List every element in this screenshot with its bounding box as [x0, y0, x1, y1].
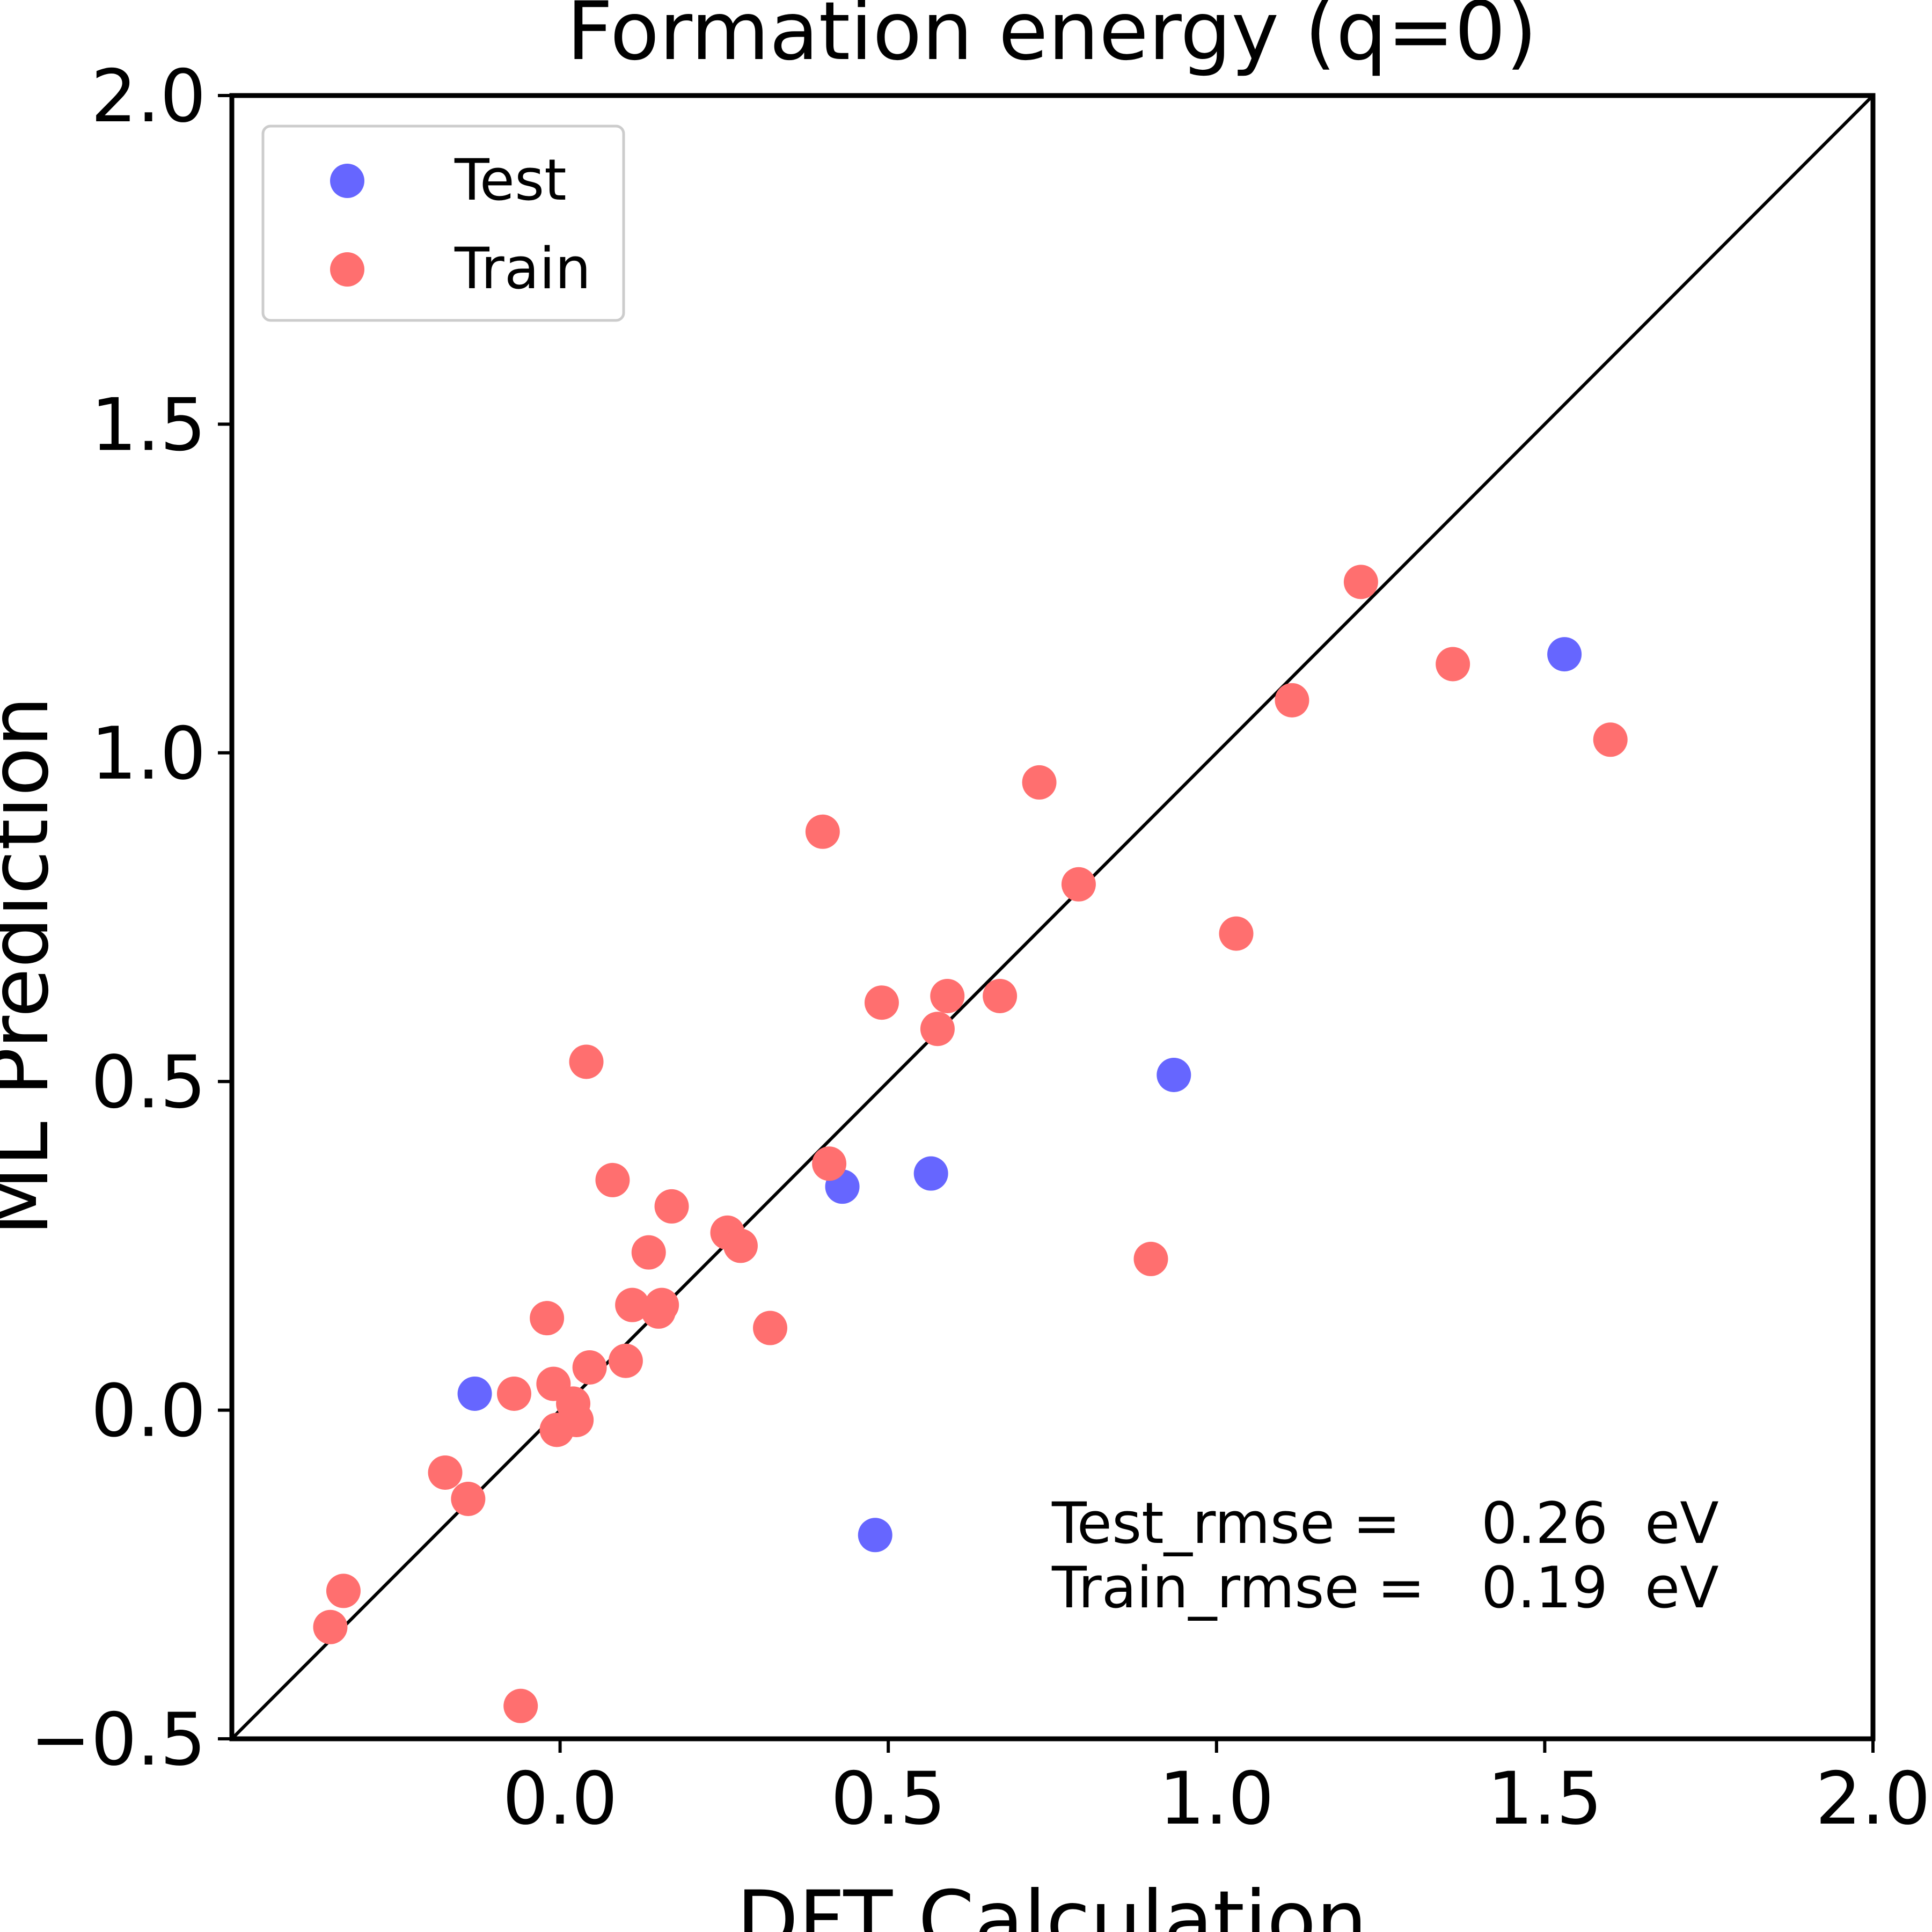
- data-point-test-4: [1157, 1057, 1191, 1092]
- data-point-train-36: [1593, 722, 1628, 757]
- data-point-train-34: [1343, 565, 1378, 599]
- legend-marker-test: [330, 164, 364, 198]
- rmse-annotation: Test_rmse = 0.26 eV Train_rmse = 0.19 eV: [1051, 1490, 1719, 1621]
- plot-area: [230, 94, 1875, 1740]
- x-tick-label: 2.0: [1816, 1757, 1931, 1841]
- legend-label-train: Train: [454, 236, 591, 302]
- test-rmse-label: Test_rmse =: [1051, 1490, 1401, 1556]
- y-tick-label: 1.5: [91, 383, 206, 467]
- data-point-test-3: [913, 1156, 948, 1191]
- chart-title: Formation energy (q=0): [567, 0, 1538, 78]
- data-point-train-18: [645, 1287, 679, 1322]
- y-tick-label: 0.0: [91, 1369, 206, 1453]
- data-point-train-5: [503, 1688, 538, 1723]
- data-point-train-23: [805, 814, 840, 849]
- data-point-train-28: [983, 978, 1018, 1013]
- data-point-train-35: [1436, 647, 1470, 682]
- y-tick-label: 2.0: [91, 54, 206, 138]
- data-point-train-32: [1219, 916, 1254, 951]
- data-point-train-3: [451, 1481, 486, 1516]
- y-tick-label: 1.0: [91, 712, 206, 796]
- data-point-train-6: [530, 1301, 565, 1336]
- data-point-train-1: [326, 1574, 361, 1608]
- train-rmse-label: Train_rmse =: [1051, 1555, 1425, 1621]
- train-rmse-unit: eV: [1645, 1555, 1719, 1621]
- y-tick-label: 0.5: [91, 1040, 206, 1124]
- data-point-train-33: [1275, 683, 1309, 718]
- data-point-test-2: [858, 1518, 892, 1553]
- axes-frame: [229, 93, 1876, 1741]
- data-point-train-11: [569, 1044, 604, 1079]
- data-point-train-29: [1022, 765, 1057, 800]
- test-rmse-unit: eV: [1645, 1490, 1719, 1556]
- data-point-train-31: [1133, 1241, 1168, 1276]
- data-point-test-5: [1547, 637, 1582, 672]
- train-rmse-value: 0.19: [1481, 1555, 1608, 1621]
- x-tick-label: 1.0: [1159, 1757, 1274, 1841]
- data-point-train-26: [920, 1012, 955, 1046]
- x-tick-label: 0.5: [831, 1757, 946, 1841]
- y-tick-label: −0.5: [30, 1697, 206, 1782]
- data-point-train-16: [631, 1235, 666, 1270]
- data-point-train-24: [812, 1146, 847, 1181]
- x-axis-label: DFT Calculation: [736, 1874, 1367, 1932]
- data-point-train-14: [608, 1343, 643, 1378]
- data-point-train-4: [496, 1376, 531, 1411]
- test-rmse-value: 0.26: [1481, 1490, 1608, 1556]
- data-point-train-21: [723, 1228, 758, 1263]
- data-point-train-25: [864, 985, 899, 1020]
- data-point-train-0: [313, 1609, 348, 1644]
- data-point-train-13: [595, 1162, 630, 1197]
- data-point-train-30: [1061, 867, 1096, 902]
- data-point-train-22: [753, 1311, 788, 1345]
- data-point-train-2: [428, 1455, 463, 1490]
- data-point-train-19: [654, 1189, 689, 1224]
- data-point-train-15: [615, 1287, 650, 1322]
- legend: Test Train: [261, 125, 625, 322]
- legend-marker-train: [330, 252, 364, 287]
- y-axis-label: ML Prediction: [0, 696, 67, 1236]
- data-point-train-12: [572, 1350, 607, 1385]
- data-point-test-0: [457, 1376, 492, 1411]
- x-tick-label: 0.0: [502, 1757, 618, 1841]
- identity-line: [230, 94, 1875, 1740]
- x-tick-label: 1.5: [1487, 1757, 1602, 1841]
- data-point-train-10: [559, 1402, 594, 1437]
- legend-label-test: Test: [454, 147, 567, 213]
- axes: 0.0 0.5 1.0 1.5 2.0 −0.5 0.0 0.5 1.0 1.5 2.0: [30, 54, 1930, 1841]
- data-point-train-27: [930, 978, 965, 1013]
